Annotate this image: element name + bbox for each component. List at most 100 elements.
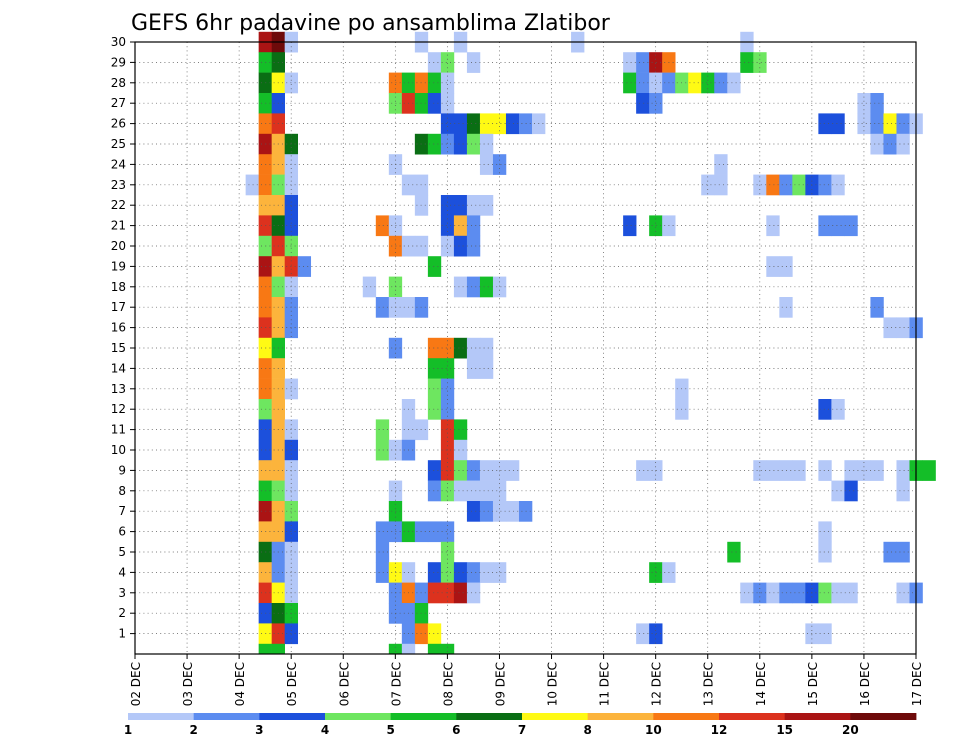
- heatmap-cell: [466, 460, 481, 481]
- heatmap-cell: [453, 133, 468, 155]
- heatmap-cell: [479, 337, 494, 359]
- heatmap-cell: [883, 133, 897, 155]
- heatmap-cell: [505, 501, 520, 522]
- heatmap-cell: [427, 358, 442, 379]
- colorbar-label: 1: [124, 723, 132, 737]
- heatmap-cell: [779, 256, 793, 277]
- heatmap-cell: [870, 460, 884, 481]
- heatmap-cell: [766, 256, 780, 277]
- y-tick-label: 10: [111, 443, 126, 457]
- heatmap-cell: [492, 276, 507, 298]
- heatmap-cell: [453, 113, 468, 135]
- x-tick-label: 12 DEC: [650, 662, 664, 706]
- x-tick-label: 11 DEC: [598, 662, 612, 706]
- x-tick-label: 17 DEC: [910, 662, 924, 706]
- colorbar-label: 4: [321, 723, 329, 737]
- heatmap-cell: [844, 215, 858, 237]
- y-tick-label: 15: [111, 341, 126, 355]
- heatmap-cell: [818, 113, 832, 135]
- x-tick-label: 04 DEC: [233, 662, 247, 706]
- heatmap-cell: [440, 358, 455, 379]
- heatmap-cell: [727, 541, 741, 563]
- heatmap-cell: [427, 460, 442, 481]
- heatmap-cell: [701, 72, 715, 94]
- heatmap-cell: [766, 215, 780, 237]
- heatmap-cell: [453, 582, 468, 604]
- heatmap-cell: [844, 460, 858, 481]
- x-tick-label: 07 DEC: [389, 662, 403, 706]
- colorbar-swatch: [587, 713, 654, 720]
- heatmap-cell: [466, 195, 481, 216]
- heatmap-cell: [466, 562, 481, 583]
- heatmap-cell: [375, 439, 390, 461]
- y-tick-label: 29: [111, 55, 126, 69]
- heatmap-cell: [440, 52, 455, 73]
- colorbar-legend: 1 2 3 4 5 6 7 8 10 12 15 20: [124, 713, 917, 737]
- heatmap-cell: [505, 113, 520, 135]
- heatmap-cell: [636, 460, 650, 481]
- heatmap-cell: [818, 582, 832, 604]
- heatmap-cell: [427, 337, 442, 359]
- colorbar-swatch: [784, 713, 851, 720]
- heatmap-cell: [388, 643, 403, 655]
- heatmap-cell: [818, 623, 832, 645]
- heatmap-cell: [440, 195, 455, 216]
- y-tick-label: 9: [118, 463, 126, 477]
- heatmap-cell: [258, 643, 272, 655]
- heatmap-cell: [453, 439, 468, 461]
- heatmap-cell: [479, 276, 494, 298]
- heatmap-cell: [466, 501, 481, 522]
- heatmap-cell: [636, 52, 650, 73]
- colorbar-swatch: [719, 713, 786, 720]
- heatmap-cell: [479, 195, 494, 216]
- heatmap-cell: [740, 582, 754, 604]
- heatmap-cell: [453, 480, 468, 502]
- y-tick-label: 30: [111, 35, 126, 49]
- heatmap-cell: [857, 113, 871, 135]
- y-tick-label: 2: [118, 606, 126, 620]
- heatmap-cell: [714, 72, 728, 94]
- y-tick-label: 11: [111, 423, 126, 437]
- heatmap-cell: [453, 460, 468, 481]
- heatmap-cell: [271, 643, 285, 655]
- colorbar-label: 20: [842, 723, 859, 737]
- x-axis: 02 DEC 03 DEC 04 DEC 05 DEC 06 DEC 07 DEC 08 D…: [129, 654, 924, 706]
- heatmap-cell: [896, 113, 910, 135]
- heatmap-cell: [375, 215, 390, 237]
- x-tick-label: 13 DEC: [702, 662, 716, 706]
- y-tick-label: 25: [111, 137, 126, 151]
- colorbar-label: 8: [583, 723, 591, 737]
- heatmap-cell: [466, 358, 481, 379]
- heatmap-cell: [779, 460, 793, 481]
- heatmap-cell: [779, 582, 793, 604]
- colorbar-label: 6: [452, 723, 460, 737]
- heatmap-cell: [492, 113, 507, 135]
- heatmap-cell: [440, 521, 455, 543]
- heatmap-cell: [831, 582, 845, 604]
- heatmap-cell: [896, 317, 910, 339]
- heatmap-cell: [870, 297, 884, 318]
- heatmap-cell: [375, 521, 390, 543]
- heatmap-cell: [440, 113, 455, 135]
- heatmap-cell: [870, 93, 884, 114]
- heatmap-cell: [492, 480, 507, 502]
- heatmap-cell: [766, 460, 780, 481]
- y-tick-label: 21: [111, 219, 126, 233]
- colorbar-swatch: [522, 713, 589, 720]
- x-tick-label: 03 DEC: [181, 662, 195, 706]
- heatmap-cell: [818, 215, 832, 237]
- y-tick-label: 3: [118, 586, 126, 600]
- heatmap-cell: [479, 358, 494, 379]
- heatmap-cell: [466, 235, 481, 257]
- x-tick-label: 08 DEC: [441, 662, 455, 706]
- heatmap-cell: [896, 133, 910, 155]
- heatmap-cell: [479, 562, 494, 583]
- x-tick-label: 02 DEC: [129, 662, 143, 706]
- heatmap-cell: [466, 215, 481, 237]
- heatmap-cell: [636, 93, 650, 114]
- heatmap-cell: [896, 460, 910, 481]
- heatmap-cell: [896, 541, 910, 563]
- heatmap-cell: [818, 399, 832, 420]
- heatmap-cell: [466, 480, 481, 502]
